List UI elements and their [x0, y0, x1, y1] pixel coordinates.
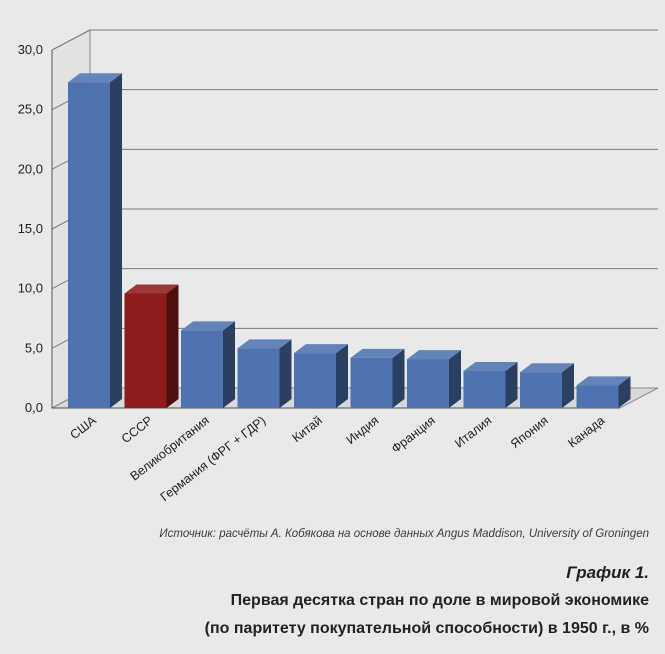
x-tick-label: Индия	[344, 413, 382, 447]
bar-side	[223, 321, 235, 408]
bar-side	[166, 284, 179, 408]
x-tick-label: Китай	[290, 413, 325, 445]
bar-top	[68, 73, 122, 83]
bar-top	[463, 362, 518, 372]
bar	[520, 372, 562, 408]
y-tick-label: 20,0	[18, 161, 43, 176]
bar-top	[294, 344, 348, 354]
y-tick-label: 10,0	[18, 281, 43, 296]
x-tick-label: Япония	[508, 413, 551, 451]
bar	[350, 357, 393, 408]
bar-top	[124, 284, 179, 294]
bar-side	[110, 73, 122, 408]
y-tick-label: 0,0	[25, 400, 43, 415]
bar-top	[237, 339, 292, 349]
bar-side	[279, 339, 292, 408]
bar	[237, 348, 280, 408]
x-tick-label: Канада	[565, 413, 607, 450]
y-tick-label: 15,0	[18, 221, 43, 236]
gridline-diagonal	[51, 29, 91, 51]
bar	[68, 82, 110, 408]
bar-side	[562, 363, 574, 408]
bar	[576, 385, 619, 408]
y-tick-label: 30,0	[18, 42, 43, 57]
chart-title-line-1: Первая десятка стран по доле в мировой э…	[230, 592, 649, 609]
x-tick-label: Италия	[452, 413, 494, 450]
bar	[181, 330, 223, 408]
bar-side	[449, 350, 461, 408]
bar-side	[392, 348, 405, 408]
bar	[407, 359, 449, 408]
bar-top	[407, 350, 461, 360]
bar	[124, 293, 167, 408]
source-note: Источник: расчёты А. Кобякова на основе …	[159, 528, 649, 540]
x-tick-label: Франция	[389, 413, 438, 456]
y-tick-label: 25,0	[18, 102, 43, 117]
x-tick-label: США	[68, 413, 100, 442]
x-tick-label: Германия (ФРГ + ГДР)	[158, 413, 269, 504]
bar-side	[336, 344, 348, 408]
x-tick-label: СССР	[119, 413, 156, 446]
bar-top	[181, 321, 235, 331]
bar-top	[350, 348, 405, 358]
figure-label: График 1.	[566, 563, 649, 582]
bar	[294, 353, 336, 408]
bar	[463, 371, 506, 408]
y-tick-label: 5,0	[25, 340, 43, 355]
bar-top	[576, 376, 631, 386]
chart-title-line-2: (по паритету покупательной способности) …	[204, 620, 649, 637]
bar-side	[505, 362, 518, 408]
bar-top	[520, 363, 574, 373]
bar-side	[618, 376, 631, 408]
